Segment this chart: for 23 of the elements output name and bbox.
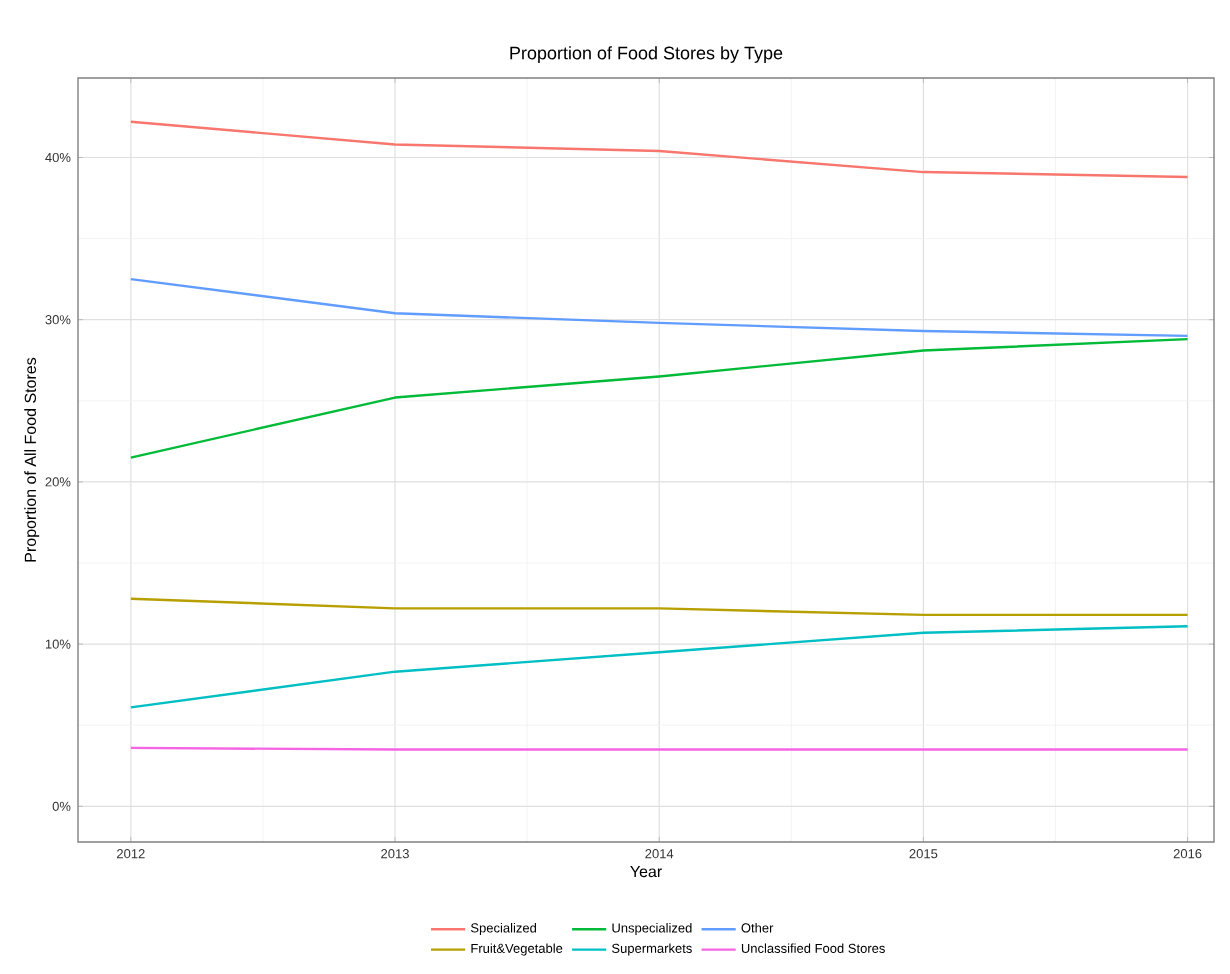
line-series (129, 625, 1189, 709)
x-tick-label: 2014 (645, 849, 674, 859)
x-tick-label: 2013 (381, 849, 409, 859)
legend-label: Fruit&Vegetable (471, 943, 563, 956)
y-tick-label: 20% (45, 477, 71, 487)
x-axis-title: Year (630, 866, 662, 878)
x-tick-label: 2012 (117, 849, 145, 859)
legend-label: Unspecialized (612, 922, 692, 936)
y-tick-label: 10% (45, 639, 71, 649)
legend-label: Other (741, 922, 774, 933)
y-tick-label: 0% (52, 801, 71, 811)
x-tick-label: 2015 (909, 849, 938, 859)
chart-title: Proportion of Food Stores by Type (510, 46, 783, 63)
line-series (129, 277, 1189, 338)
line-series (129, 120, 1189, 179)
legend-label: Unclassified Food Stores (741, 943, 885, 953)
y-tick-label: 40% (45, 152, 71, 163)
x-tick-label: 2016 (1173, 849, 1202, 859)
legend-label: Specialized (470, 922, 537, 936)
legend-label: Supermarkets (612, 943, 692, 956)
line-series (129, 337, 1189, 459)
y-tick-label: 30% (45, 315, 71, 325)
y-axis-title: Proportion of All Food Stores (24, 357, 40, 562)
